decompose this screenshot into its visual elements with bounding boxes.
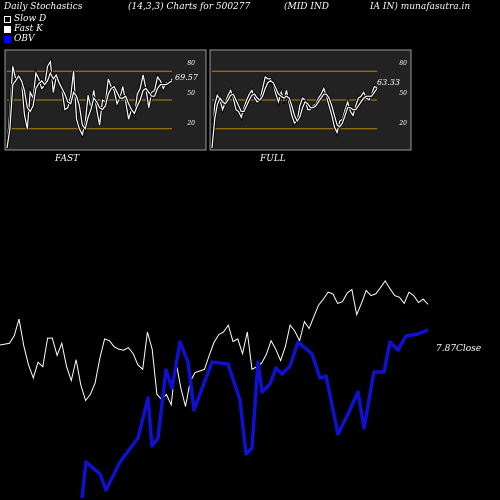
legend-swatch (4, 35, 11, 43)
chart-params: (14,3,3) Charts for 500277 (128, 2, 251, 12)
company-name-site: IA IN) munafasutra.in (370, 2, 471, 12)
fast-last-value: 69.57 (175, 73, 199, 82)
legend-label: Fast K (14, 24, 43, 34)
fast-panel-title: FAST (54, 154, 80, 164)
full-last-value: 63.33 (377, 78, 400, 87)
legend-label: OBV (14, 34, 35, 44)
legend-item-obv: OBV (4, 34, 35, 44)
tick-label-20: 20 (398, 120, 407, 127)
fast-series-1-line (6, 71, 173, 149)
fast-panel: 80 50 20 69.57 FAST (4, 49, 207, 164)
legend-item-slow-d: Slow D (4, 14, 46, 24)
legend-swatch (4, 15, 11, 23)
tick-label-80: 80 (187, 60, 195, 67)
close-label: 7.87Close (436, 344, 481, 354)
tick-label-20: 20 (186, 120, 195, 127)
close-price-line (0, 279, 429, 407)
full-series-1-line (211, 80, 378, 149)
full-panel: 80 50 20 63.33 FULL (209, 49, 412, 164)
legend-label: Slow D (14, 14, 47, 24)
price-obv-panel: 7.87Close (0, 279, 481, 499)
tick-label-50: 50 (399, 90, 407, 97)
tick-label-50: 50 (187, 90, 195, 97)
chart-title: Daily Stochastics (4, 2, 83, 12)
tick-label-80: 80 (399, 60, 407, 67)
legend-swatch (4, 25, 11, 33)
full-panel-title: FULL (259, 154, 286, 164)
obv-line (80, 328, 429, 499)
legend-item-fast-k: Fast K (4, 24, 43, 34)
company-name: (MID IND (284, 2, 330, 12)
fast-series-0-line (6, 59, 173, 149)
